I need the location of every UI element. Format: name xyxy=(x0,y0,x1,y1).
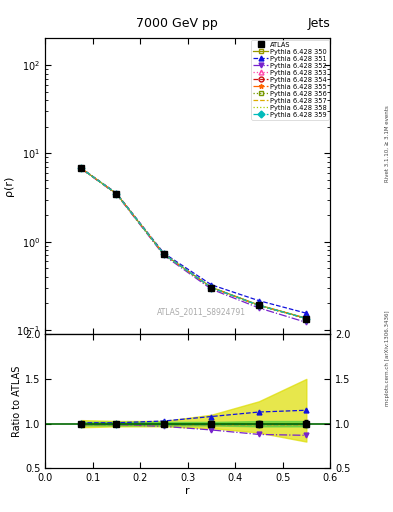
Pythia 6.428 357 xyxy=(114,190,119,197)
Pythia 6.428 355 xyxy=(304,315,309,322)
Pythia 6.428 358 xyxy=(114,190,119,197)
Pythia 6.428 350 xyxy=(209,284,214,290)
Pythia 6.428 356 xyxy=(209,285,214,291)
Pythia 6.428 351 xyxy=(257,297,261,304)
Text: ATLAS_2011_S8924791: ATLAS_2011_S8924791 xyxy=(158,307,246,316)
Text: Jets: Jets xyxy=(307,16,330,30)
Pythia 6.428 354 xyxy=(114,190,119,197)
Pythia 6.428 351 xyxy=(114,190,119,196)
Y-axis label: Ratio to ATLAS: Ratio to ATLAS xyxy=(12,366,22,437)
Line: Pythia 6.428 359: Pythia 6.428 359 xyxy=(78,166,309,321)
Legend: ATLAS, Pythia 6.428 350, Pythia 6.428 351, Pythia 6.428 352, Pythia 6.428 353, P: ATLAS, Pythia 6.428 350, Pythia 6.428 35… xyxy=(252,40,329,120)
Pythia 6.428 353 xyxy=(304,315,309,322)
Pythia 6.428 357 xyxy=(162,251,166,258)
Pythia 6.428 350 xyxy=(79,165,83,171)
Pythia 6.428 354 xyxy=(79,165,83,171)
Line: Pythia 6.428 355: Pythia 6.428 355 xyxy=(78,166,309,321)
Pythia 6.428 355 xyxy=(79,165,83,171)
Pythia 6.428 357 xyxy=(257,303,261,309)
Pythia 6.428 351 xyxy=(79,165,83,171)
Pythia 6.428 352 xyxy=(257,305,261,311)
Pythia 6.428 351 xyxy=(162,250,166,257)
Line: Pythia 6.428 350: Pythia 6.428 350 xyxy=(78,166,309,321)
Pythia 6.428 359 xyxy=(257,303,261,309)
Line: Pythia 6.428 351: Pythia 6.428 351 xyxy=(78,165,309,316)
Pythia 6.428 352 xyxy=(209,286,214,292)
Pythia 6.428 353 xyxy=(79,165,83,171)
Pythia 6.428 352 xyxy=(79,165,83,172)
Pythia 6.428 358 xyxy=(79,165,83,171)
Pythia 6.428 352 xyxy=(114,191,119,197)
Pythia 6.428 353 xyxy=(162,251,166,258)
Pythia 6.428 351 xyxy=(304,310,309,316)
Pythia 6.428 356 xyxy=(162,251,166,258)
Pythia 6.428 356 xyxy=(79,165,83,171)
Pythia 6.428 357 xyxy=(79,165,83,171)
Pythia 6.428 352 xyxy=(304,319,309,326)
Pythia 6.428 350 xyxy=(162,251,166,258)
Pythia 6.428 359 xyxy=(304,315,309,322)
Pythia 6.428 355 xyxy=(114,190,119,197)
Pythia 6.428 359 xyxy=(209,285,214,291)
Pythia 6.428 354 xyxy=(257,303,261,309)
Pythia 6.428 354 xyxy=(209,285,214,291)
Pythia 6.428 353 xyxy=(209,285,214,291)
Line: Pythia 6.428 353: Pythia 6.428 353 xyxy=(78,166,309,321)
Text: Rivet 3.1.10, ≥ 3.1M events: Rivet 3.1.10, ≥ 3.1M events xyxy=(385,105,389,182)
Pythia 6.428 354 xyxy=(162,251,166,258)
Line: Pythia 6.428 354: Pythia 6.428 354 xyxy=(78,166,309,321)
Pythia 6.428 356 xyxy=(257,303,261,309)
Text: mcplots.cern.ch [arXiv:1306.3436]: mcplots.cern.ch [arXiv:1306.3436] xyxy=(385,311,389,406)
Pythia 6.428 358 xyxy=(257,303,261,309)
Pythia 6.428 358 xyxy=(304,315,309,322)
Pythia 6.428 350 xyxy=(257,302,261,308)
Line: Pythia 6.428 358: Pythia 6.428 358 xyxy=(81,168,307,318)
Line: Pythia 6.428 352: Pythia 6.428 352 xyxy=(78,166,309,325)
Pythia 6.428 358 xyxy=(209,285,214,291)
Pythia 6.428 350 xyxy=(114,190,119,197)
Pythia 6.428 359 xyxy=(114,190,119,197)
Pythia 6.428 351 xyxy=(209,282,214,288)
Pythia 6.428 353 xyxy=(114,190,119,197)
Pythia 6.428 355 xyxy=(162,251,166,258)
Pythia 6.428 358 xyxy=(162,251,166,258)
Y-axis label: ρ(r): ρ(r) xyxy=(4,176,14,197)
Pythia 6.428 355 xyxy=(257,303,261,309)
Line: Pythia 6.428 356: Pythia 6.428 356 xyxy=(78,166,309,321)
Pythia 6.428 355 xyxy=(209,285,214,291)
Text: 7000 GeV pp: 7000 GeV pp xyxy=(136,16,218,30)
Pythia 6.428 356 xyxy=(304,315,309,322)
Pythia 6.428 352 xyxy=(162,252,166,259)
Pythia 6.428 357 xyxy=(304,315,309,322)
Pythia 6.428 359 xyxy=(162,251,166,258)
Pythia 6.428 354 xyxy=(304,315,309,322)
Pythia 6.428 359 xyxy=(79,165,83,171)
Pythia 6.428 350 xyxy=(304,315,309,322)
Line: Pythia 6.428 357: Pythia 6.428 357 xyxy=(81,168,307,318)
Pythia 6.428 353 xyxy=(257,303,261,309)
X-axis label: r: r xyxy=(185,486,190,496)
Pythia 6.428 357 xyxy=(209,285,214,291)
Pythia 6.428 356 xyxy=(114,190,119,197)
